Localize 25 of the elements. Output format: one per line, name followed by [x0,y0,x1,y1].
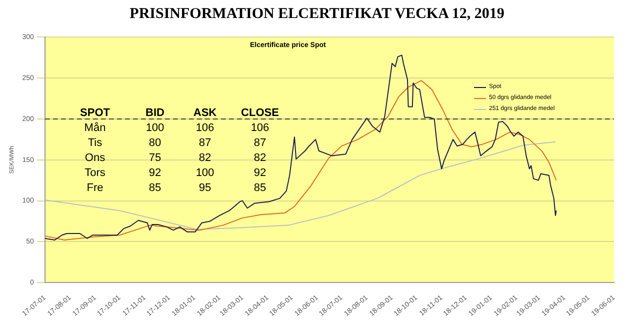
annotation: 95 [198,181,212,196]
annotation: 92 [148,166,162,181]
chart-title: PRISINFORMATION ELCERTIFIKAT VECKA 12, 2019 [128,6,506,23]
annotation: Tors [84,166,106,181]
annotation: CLOSE [240,106,280,121]
annotation: 80 [148,136,162,151]
annotation: 82 [252,151,268,166]
annotation: 75 [148,151,162,166]
annotation: 82 [198,151,212,166]
annotation: 106 [194,121,216,136]
annotation: 106 [250,121,270,136]
annotation: ASK [192,106,218,121]
annotation: BID [144,106,166,121]
annotation: 85 [148,181,162,196]
annotation: Fre [86,181,104,196]
annotation: 92 [252,166,268,181]
annotation: 100 [194,166,216,181]
annotation: 87 [252,136,268,151]
annotation: 85 [252,181,268,196]
annotation: Ons [84,151,106,166]
annotation: 87 [198,136,212,151]
annotation: Mån [83,121,107,136]
annotation: Tis [86,136,104,151]
annotation: SPOT [79,106,111,121]
annotation: 100 [144,121,166,136]
